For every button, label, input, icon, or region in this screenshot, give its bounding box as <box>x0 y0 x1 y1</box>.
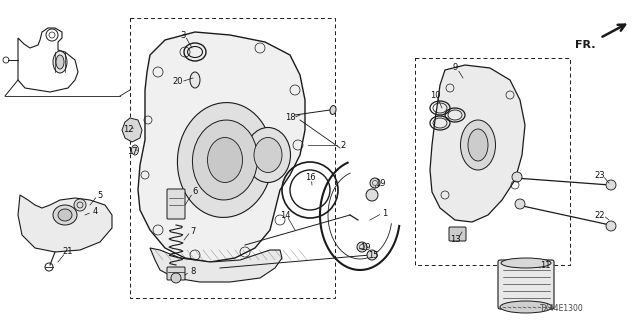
FancyBboxPatch shape <box>498 260 554 309</box>
Text: 9: 9 <box>452 63 458 73</box>
Polygon shape <box>122 118 142 142</box>
Ellipse shape <box>500 301 552 313</box>
Text: 18: 18 <box>285 114 295 123</box>
Text: 17: 17 <box>127 148 138 156</box>
Text: 22: 22 <box>595 211 605 220</box>
Circle shape <box>357 242 367 252</box>
Text: 10: 10 <box>429 91 440 100</box>
Text: 21: 21 <box>63 247 73 257</box>
Circle shape <box>171 273 181 283</box>
Ellipse shape <box>254 138 282 172</box>
Text: 19: 19 <box>375 179 385 188</box>
Circle shape <box>74 199 86 211</box>
Text: 5: 5 <box>97 190 102 199</box>
Ellipse shape <box>501 258 551 268</box>
Text: TX44E1300: TX44E1300 <box>540 304 584 313</box>
Circle shape <box>515 199 525 209</box>
Ellipse shape <box>53 51 67 73</box>
Circle shape <box>370 178 380 188</box>
Text: 3: 3 <box>180 30 186 39</box>
Polygon shape <box>430 65 525 222</box>
Ellipse shape <box>131 145 138 155</box>
Text: 2: 2 <box>340 140 346 149</box>
Ellipse shape <box>53 205 77 225</box>
Ellipse shape <box>58 209 72 221</box>
Circle shape <box>366 189 378 201</box>
Ellipse shape <box>207 138 243 182</box>
Ellipse shape <box>461 120 495 170</box>
Bar <box>130 18 335 298</box>
Polygon shape <box>18 195 112 252</box>
FancyBboxPatch shape <box>167 189 185 219</box>
Text: 1: 1 <box>382 209 388 218</box>
Circle shape <box>367 250 377 260</box>
Text: 14: 14 <box>280 211 291 220</box>
Text: 8: 8 <box>190 268 196 276</box>
Polygon shape <box>150 248 282 282</box>
FancyBboxPatch shape <box>449 227 466 241</box>
Text: 20: 20 <box>173 77 183 86</box>
Text: 7: 7 <box>190 227 196 236</box>
Circle shape <box>606 180 616 190</box>
Text: 16: 16 <box>305 173 316 182</box>
Ellipse shape <box>190 72 200 88</box>
Ellipse shape <box>56 55 64 69</box>
Text: 13: 13 <box>450 236 460 244</box>
Polygon shape <box>138 32 305 262</box>
Text: 23: 23 <box>595 171 605 180</box>
FancyBboxPatch shape <box>167 267 185 280</box>
Ellipse shape <box>177 103 273 217</box>
Text: 15: 15 <box>368 251 378 260</box>
Text: FR.: FR. <box>575 40 595 50</box>
Bar <box>415 58 570 265</box>
Ellipse shape <box>193 120 257 200</box>
Circle shape <box>606 221 616 231</box>
Text: 12: 12 <box>123 125 133 134</box>
Ellipse shape <box>468 129 488 161</box>
Ellipse shape <box>330 106 336 115</box>
Text: 4: 4 <box>92 207 98 217</box>
Text: 19: 19 <box>360 244 371 252</box>
Ellipse shape <box>246 127 291 182</box>
Text: 6: 6 <box>192 188 198 196</box>
Text: 11: 11 <box>540 260 550 269</box>
Circle shape <box>512 172 522 182</box>
